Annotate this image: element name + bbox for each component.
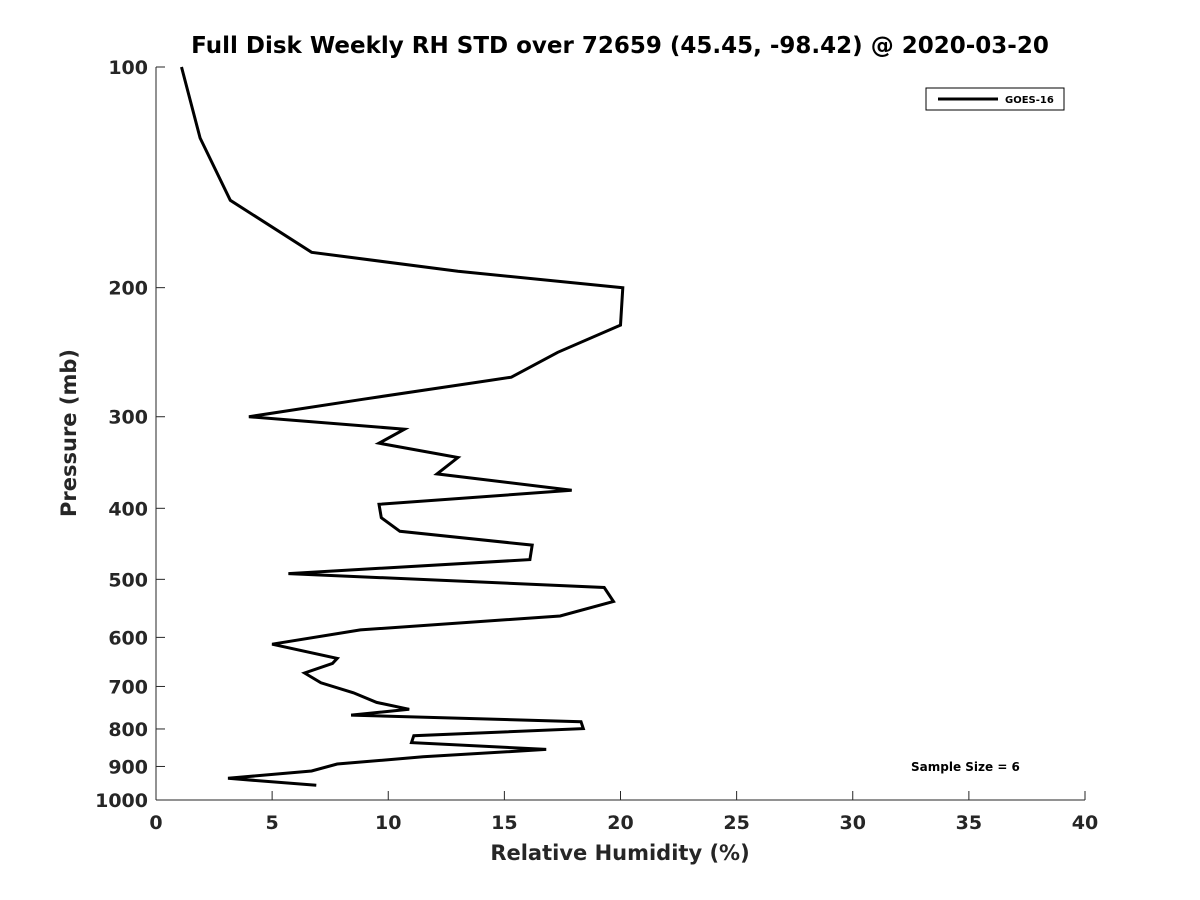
- y-tick-label: 600: [108, 627, 148, 649]
- y-tick-label: 200: [108, 278, 148, 300]
- chart-title: Full Disk Weekly RH STD over 72659 (45.4…: [191, 33, 1049, 59]
- y-tick-label: 400: [108, 498, 148, 520]
- x-tick-label: 10: [375, 812, 401, 834]
- x-tick-label: 0: [149, 812, 162, 834]
- y-tick-label: 700: [108, 676, 148, 698]
- x-tick-label: 30: [840, 812, 866, 834]
- x-tick-label: 25: [723, 812, 749, 834]
- y-tick-label: 800: [108, 719, 148, 741]
- x-tick-label: 35: [956, 812, 982, 834]
- y-tick-label: 100: [108, 57, 148, 79]
- x-tick-label: 5: [266, 812, 279, 834]
- y-tick-label: 500: [108, 569, 148, 591]
- x-axis-label: Relative Humidity (%): [490, 841, 749, 865]
- y-axis-ticks: 100 200 300 400 500 600 700 800 900 1000: [95, 57, 165, 812]
- series-line-goes-16: [180, 66, 625, 787]
- x-tick-label: 15: [491, 812, 517, 834]
- plot-area: [156, 67, 1085, 800]
- x-axis-ticks: 0 5 10 15 20 25 30 35 40: [149, 791, 1098, 834]
- legend-label: GOES-16: [1005, 95, 1054, 106]
- sample-size-annotation: Sample Size = 6: [911, 760, 1020, 774]
- legend: GOES-16: [925, 87, 1065, 111]
- x-tick-label: 40: [1072, 812, 1098, 834]
- y-tick-label: 900: [108, 756, 148, 778]
- x-tick-label: 20: [607, 812, 633, 834]
- y-tick-label: 300: [108, 407, 148, 429]
- y-axis-label: Pressure (mb): [57, 349, 81, 517]
- y-tick-label: 1000: [95, 790, 148, 812]
